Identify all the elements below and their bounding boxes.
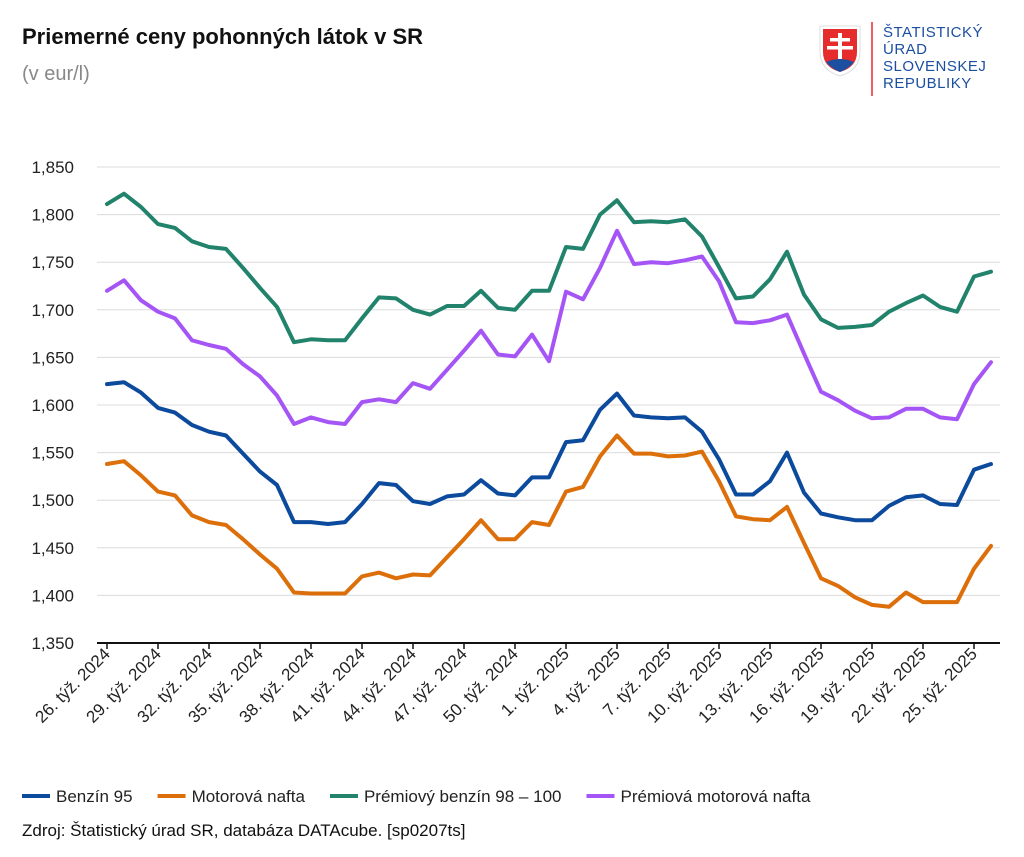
y-tick-label: 1,750 <box>31 253 74 272</box>
y-tick-label: 1,650 <box>31 348 74 367</box>
y-tick-label: 1,700 <box>31 301 74 320</box>
y-tick-label: 1,350 <box>31 634 74 653</box>
legend-label: Benzín 95 <box>56 787 133 806</box>
logo-text: REPUBLIKY <box>883 75 972 92</box>
y-tick-label: 1,500 <box>31 491 74 510</box>
y-tick-label: 1,850 <box>31 158 74 177</box>
source-note: Zdroj: Štatistický úrad SR, databáza DAT… <box>22 821 465 840</box>
series-line <box>105 380 993 526</box>
chart-title: Priemerné ceny pohonných látok v SR <box>22 24 423 49</box>
y-tick-label: 1,600 <box>31 396 74 415</box>
logo-text: ÚRAD <box>883 41 928 58</box>
y-tick-label: 1,800 <box>31 206 74 225</box>
legend-label: Prémiový benzín 98 – 100 <box>364 787 562 806</box>
logo <box>819 22 873 96</box>
logo-text: ŠTATISTICKÝ <box>883 24 983 41</box>
y-tick-label: 1,550 <box>31 444 74 463</box>
series-line <box>105 191 993 345</box>
series-line <box>105 433 993 609</box>
legend-label: Motorová nafta <box>192 787 306 806</box>
series-line <box>105 228 993 426</box>
legend-label: Prémiová motorová nafta <box>620 787 810 806</box>
chart-subtitle: (v eur/l) <box>22 63 90 85</box>
y-tick-label: 1,400 <box>31 586 74 605</box>
y-tick-label: 1,450 <box>31 539 74 558</box>
logo-text: SLOVENSKEJ <box>883 58 986 75</box>
